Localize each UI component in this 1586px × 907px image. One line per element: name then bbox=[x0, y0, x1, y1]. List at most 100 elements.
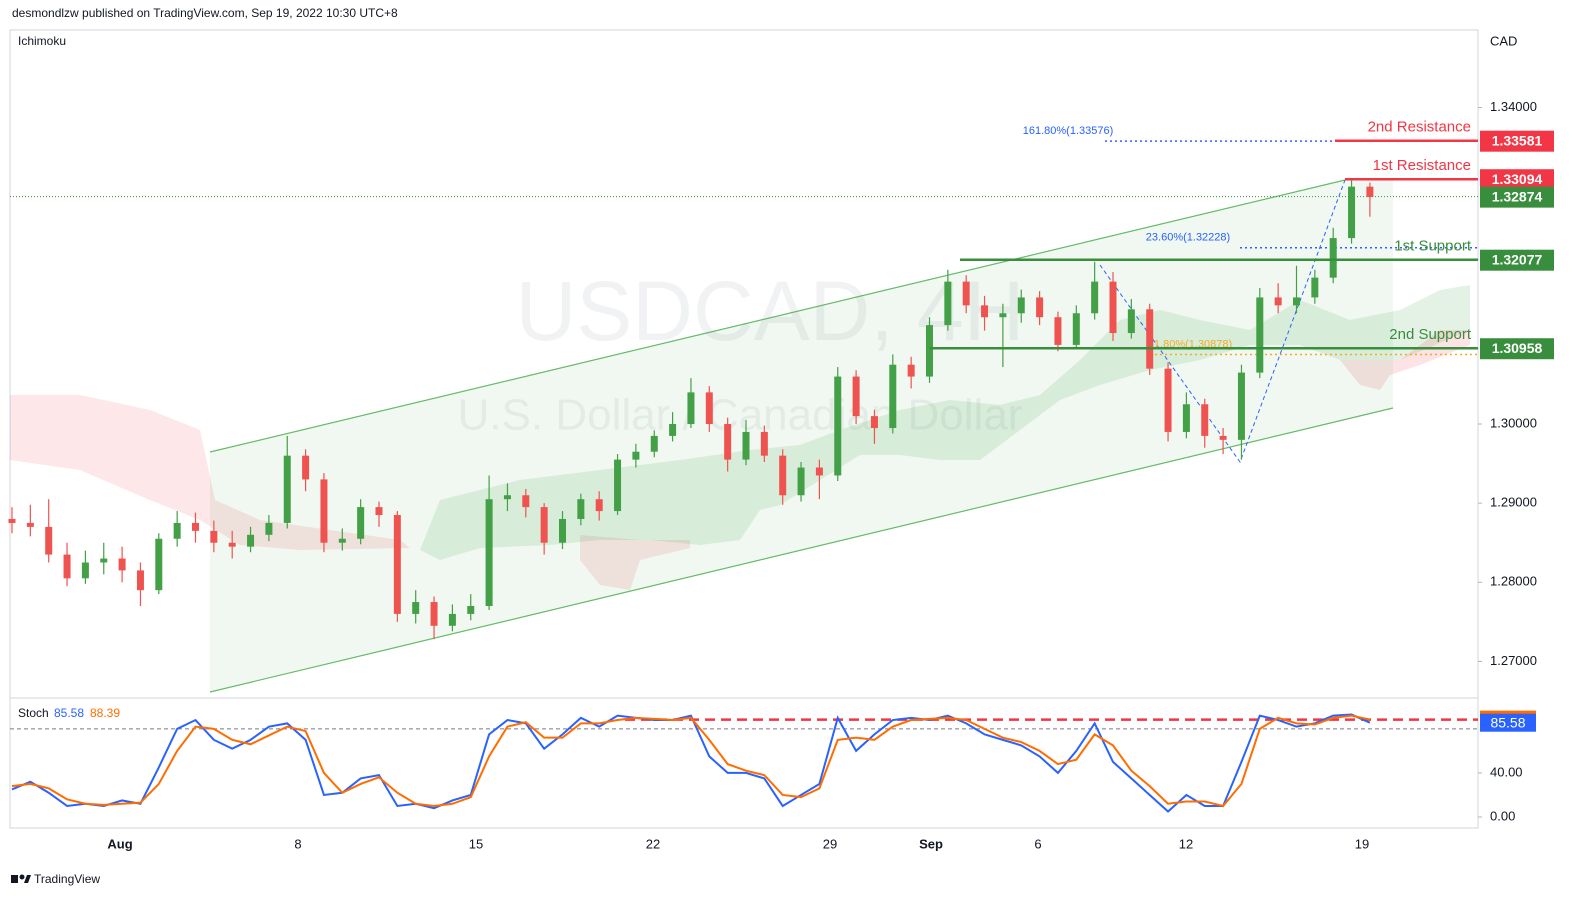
price-box-label: 1.33581 bbox=[1492, 132, 1543, 148]
footer-brand: TradingView bbox=[34, 872, 100, 886]
level-name: 1st Resistance bbox=[1373, 157, 1471, 174]
candle-body bbox=[210, 530, 218, 543]
candle-body bbox=[522, 495, 530, 508]
candle-body bbox=[999, 313, 1007, 318]
stoch-box-label: 85.58 bbox=[1490, 714, 1525, 730]
candle-body bbox=[779, 455, 787, 496]
level-name: 1st Support bbox=[1394, 238, 1472, 255]
candle-body bbox=[81, 562, 89, 579]
candle-body bbox=[1348, 186, 1356, 239]
candles bbox=[8, 179, 1374, 640]
header-title: desmondlzw published on TradingView.com,… bbox=[12, 6, 398, 20]
price-box-label: 1.32874 bbox=[1492, 188, 1543, 204]
candle-body bbox=[302, 455, 310, 480]
level-name: 2nd Resistance bbox=[1368, 119, 1471, 136]
candle-body bbox=[192, 522, 199, 531]
candle-body bbox=[247, 534, 255, 547]
candle-body bbox=[944, 281, 952, 326]
x-tick-label: 22 bbox=[646, 836, 660, 851]
stoch-tick-label: 0.00 bbox=[1490, 808, 1515, 823]
candle-body bbox=[760, 431, 768, 456]
stoch-box bbox=[1480, 713, 1536, 732]
ichimoku-cloud bbox=[1340, 330, 1470, 390]
candle-body bbox=[136, 570, 144, 591]
x-tick-label: 8 bbox=[294, 836, 301, 851]
x-tick-label: 19 bbox=[1355, 836, 1369, 851]
candle-body bbox=[118, 558, 126, 571]
candle-body bbox=[1182, 404, 1190, 432]
candle-body bbox=[742, 431, 750, 460]
candle-body bbox=[632, 451, 640, 460]
price-box bbox=[1480, 338, 1554, 360]
candle-body bbox=[283, 455, 291, 523]
candle-body bbox=[687, 392, 695, 425]
x-tick-label: 15 bbox=[469, 836, 483, 851]
x-tick-label: 6 bbox=[1034, 836, 1041, 851]
candle-body bbox=[1164, 368, 1172, 432]
candle-body bbox=[320, 479, 328, 543]
stoch-title: Stoch bbox=[18, 706, 49, 720]
candle-body bbox=[926, 325, 933, 377]
candle-body bbox=[26, 522, 34, 527]
candle-body bbox=[705, 392, 713, 425]
ichimoku-cloud bbox=[580, 535, 690, 590]
candle-body bbox=[962, 281, 970, 306]
price-box-label: 1.30958 bbox=[1492, 340, 1543, 356]
candle-body bbox=[100, 558, 108, 563]
candle-body bbox=[412, 602, 420, 614]
candle-body bbox=[63, 554, 71, 579]
candle-body bbox=[338, 538, 346, 543]
x-tick-label: Aug bbox=[107, 836, 132, 851]
candle-body bbox=[1274, 297, 1282, 306]
stoch-tick-label: 40.00 bbox=[1490, 764, 1523, 779]
candle-body bbox=[375, 507, 383, 516]
candle-body bbox=[724, 424, 732, 460]
candle-body bbox=[1329, 238, 1337, 278]
candle-body bbox=[1072, 313, 1080, 345]
ichimoku-cloud bbox=[420, 285, 1470, 560]
price-box-label: 1.32077 bbox=[1492, 251, 1543, 267]
price-box bbox=[1480, 249, 1554, 271]
candle-body bbox=[1127, 309, 1135, 334]
candle-body bbox=[357, 507, 365, 539]
candle-body bbox=[503, 495, 511, 500]
candle-body bbox=[1237, 372, 1245, 440]
candle-body bbox=[815, 467, 823, 476]
stoch-k-value: 85.58 bbox=[54, 706, 84, 720]
ichimoku-cloud bbox=[10, 395, 410, 550]
candle-body bbox=[393, 515, 401, 614]
y-tick-label: 1.29000 bbox=[1490, 495, 1537, 510]
stoch-line bbox=[11, 714, 1371, 808]
y-tick-label: 1.30000 bbox=[1490, 415, 1537, 430]
candle-body bbox=[448, 613, 456, 626]
indicator-name: Ichimoku bbox=[18, 34, 66, 48]
x-tick-label: Sep bbox=[919, 836, 943, 851]
candle-body bbox=[1311, 277, 1319, 298]
candle-body bbox=[1201, 404, 1209, 436]
candle-body bbox=[614, 459, 622, 512]
x-tick-label: 12 bbox=[1179, 836, 1193, 851]
level-name: 2nd Support bbox=[1389, 326, 1472, 343]
price-box-label: 1.33094 bbox=[1492, 171, 1543, 187]
candle-body bbox=[155, 538, 163, 591]
candle-body bbox=[834, 376, 842, 476]
candle-body bbox=[173, 522, 181, 539]
frame bbox=[9, 29, 1479, 829]
candle-body bbox=[577, 499, 585, 519]
candle-body bbox=[907, 364, 915, 377]
candle-body bbox=[8, 518, 16, 523]
candle-body bbox=[1036, 297, 1044, 318]
y-tick-label: 1.28000 bbox=[1490, 574, 1537, 589]
y-tick-label: 1.27000 bbox=[1490, 653, 1537, 668]
candle-body bbox=[1256, 297, 1264, 373]
candle-body bbox=[852, 376, 860, 417]
candle-body bbox=[981, 305, 989, 318]
candle-body bbox=[265, 522, 273, 535]
candle-body bbox=[430, 602, 438, 626]
candle-body bbox=[45, 526, 53, 555]
x-tick-label: 29 bbox=[823, 836, 837, 851]
footer-logo bbox=[11, 874, 31, 883]
candle-body bbox=[650, 435, 658, 452]
